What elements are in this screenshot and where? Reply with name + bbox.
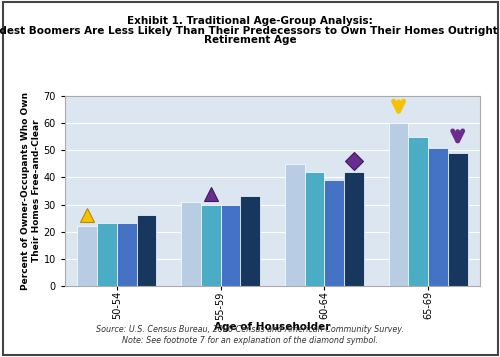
Bar	[78, 226, 97, 286]
Text: Retirement Age: Retirement Age	[204, 35, 296, 45]
Bar	[97, 223, 117, 286]
Bar	[324, 180, 344, 286]
Bar	[285, 164, 304, 286]
Text: Oldest Boomers Are Less Likely Than Their Predecessors to Own Their Homes Outrig: Oldest Boomers Are Less Likely Than Thei…	[0, 26, 500, 36]
Bar	[388, 124, 408, 286]
Bar	[304, 172, 324, 286]
Y-axis label: Percent of Owner-Occupants Who Own
Their Homes Free-and-Clear: Percent of Owner-Occupants Who Own Their…	[22, 92, 41, 290]
Text: Source: U.S. Census Bureau, 2000 Census and American Community Survey.
Note: See: Source: U.S. Census Bureau, 2000 Census …	[96, 325, 404, 345]
Text: Exhibit 1. Traditional Age-Group Analysis:: Exhibit 1. Traditional Age-Group Analysi…	[127, 16, 373, 26]
Bar	[220, 205, 240, 286]
Bar	[117, 223, 136, 286]
Bar	[428, 148, 448, 286]
Bar	[344, 172, 364, 286]
Bar	[201, 205, 220, 286]
X-axis label: Age of Householder: Age of Householder	[214, 322, 330, 332]
Bar	[408, 137, 428, 286]
Bar	[240, 196, 260, 286]
Bar	[136, 215, 156, 286]
Bar	[181, 202, 201, 286]
Bar	[448, 153, 468, 286]
